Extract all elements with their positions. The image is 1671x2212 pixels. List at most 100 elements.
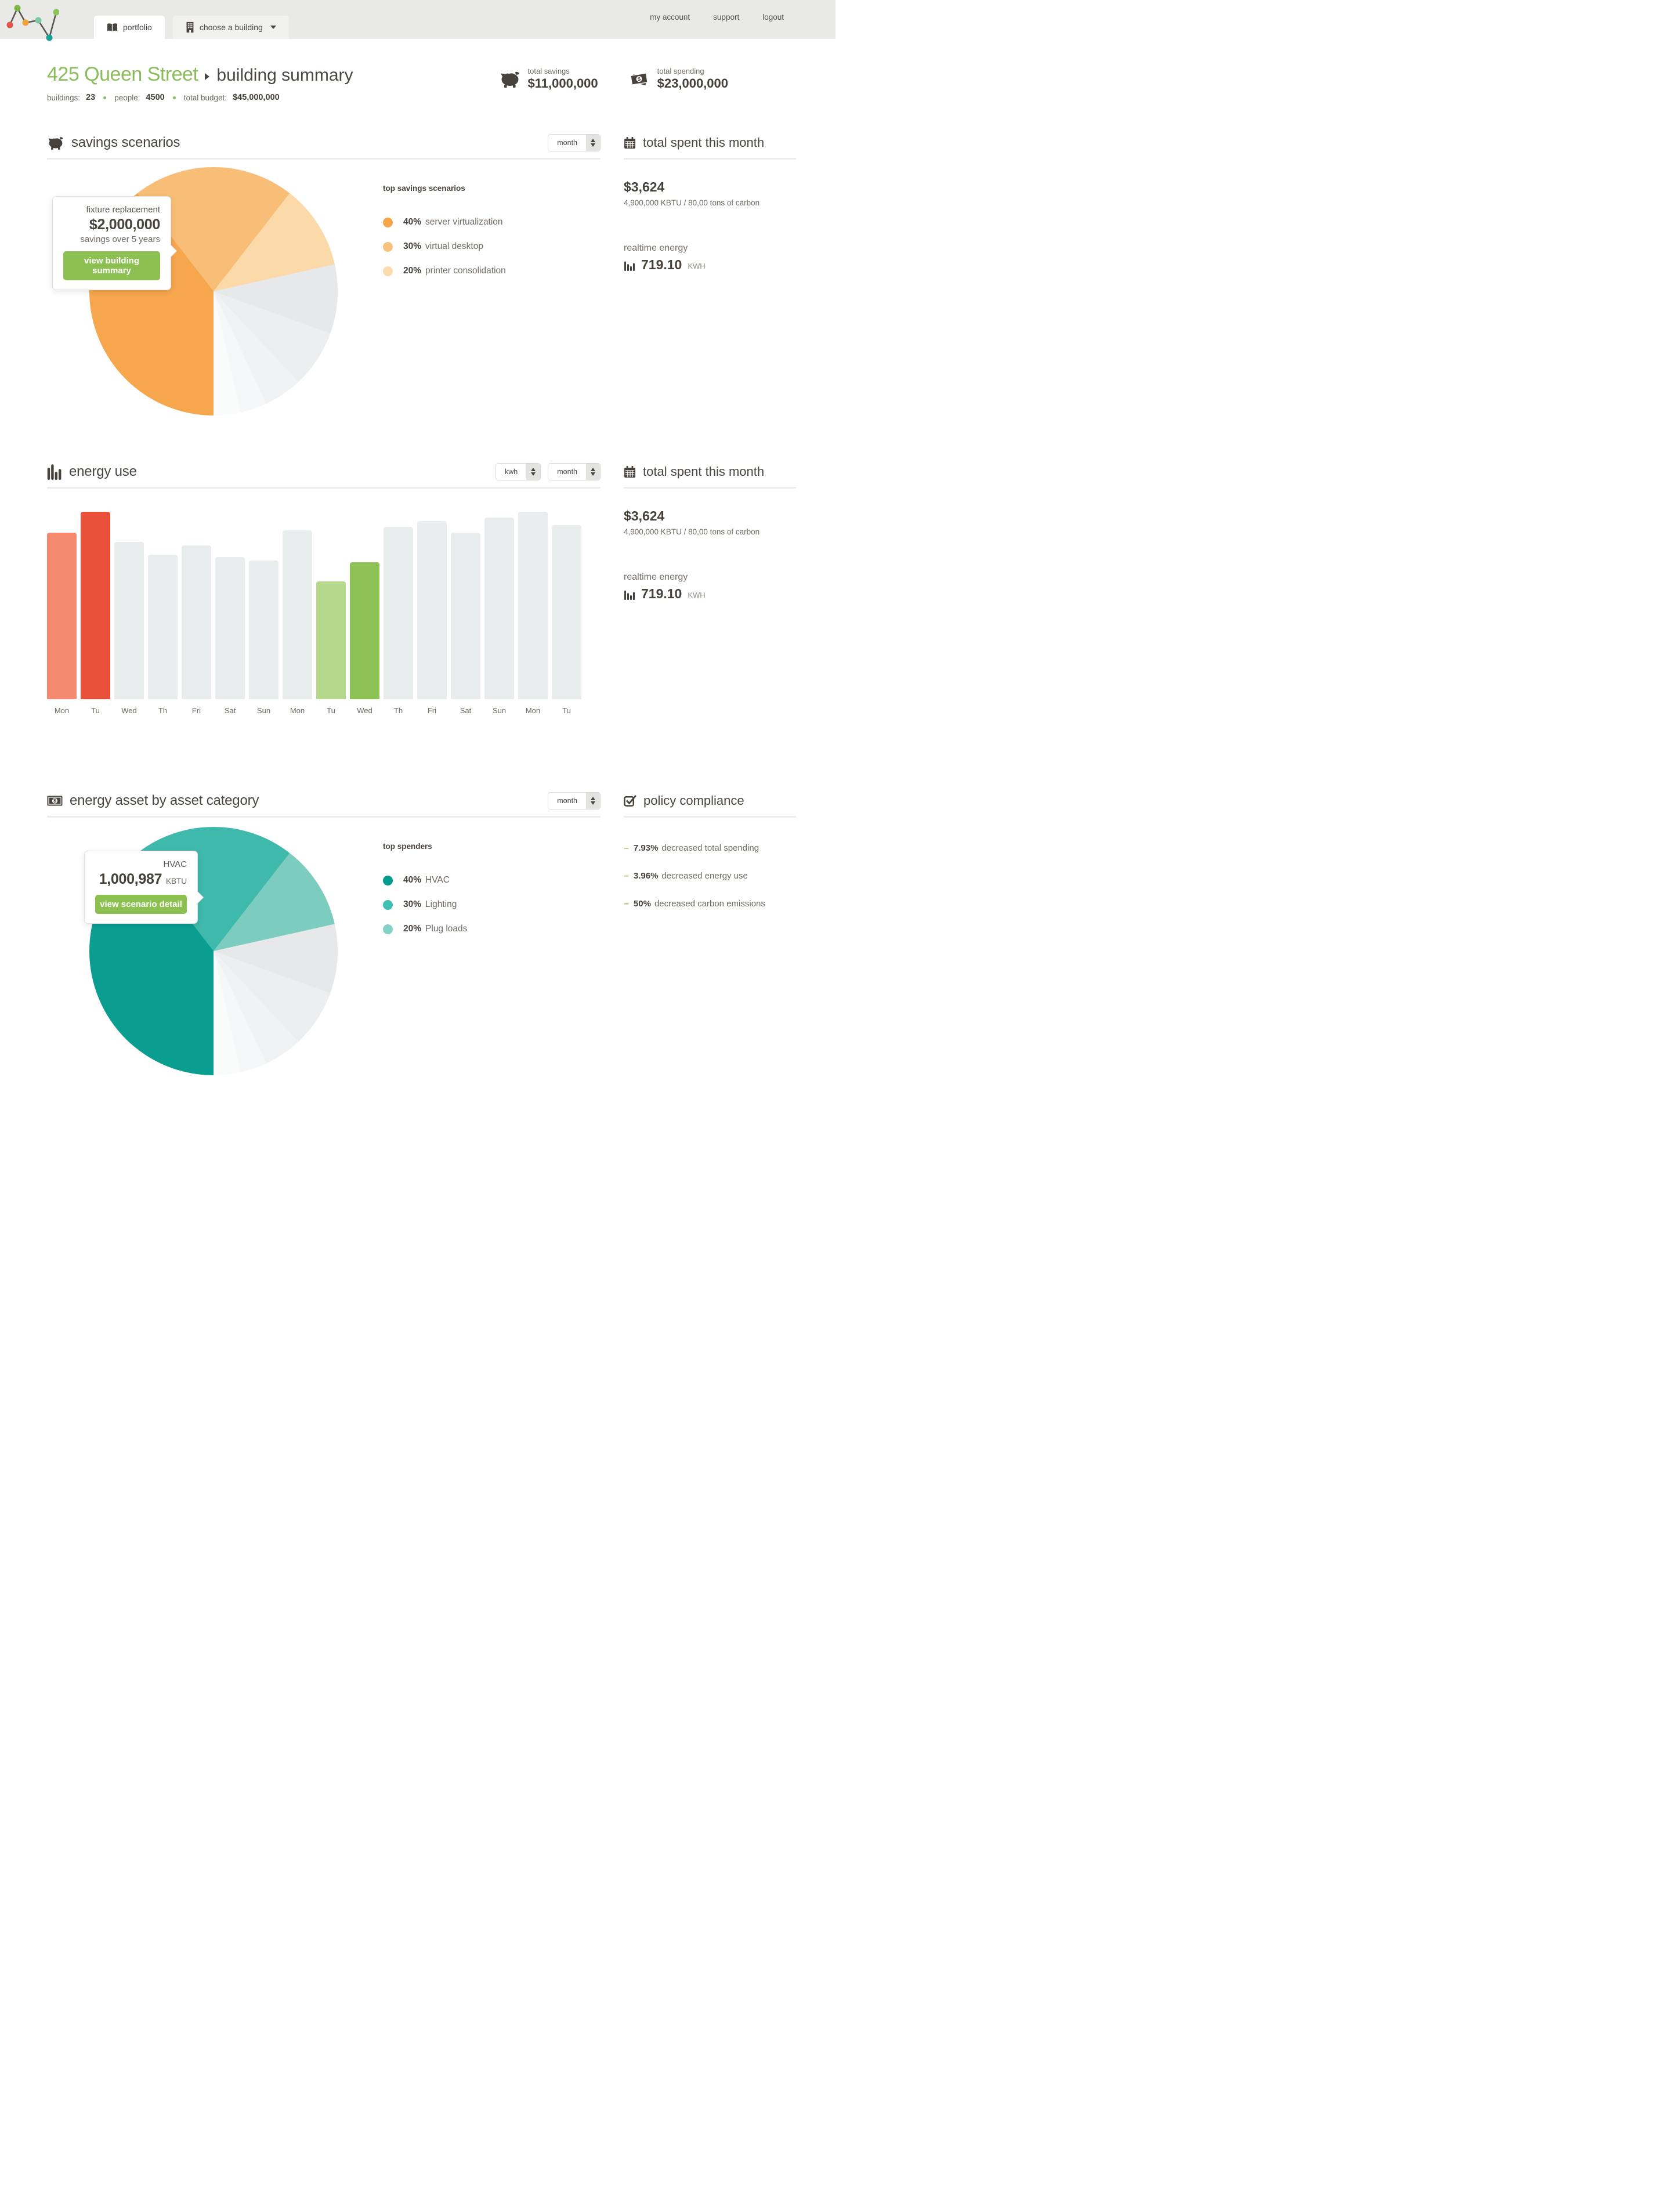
realtime-energy-unit: KWH bbox=[688, 591, 706, 599]
stat-value: $45,000,000 bbox=[233, 93, 280, 102]
spent-amount: $3,624 bbox=[624, 179, 665, 194]
legend-dot bbox=[383, 924, 393, 934]
nav-logout-link[interactable]: logout bbox=[762, 13, 784, 21]
bar-x-label: Sat bbox=[224, 706, 236, 715]
savings-section-title: savings scenarios bbox=[71, 135, 180, 150]
policy-label: decreased carbon emissions bbox=[654, 899, 765, 909]
bar-fri-4[interactable] bbox=[182, 545, 211, 699]
bar-tu-15[interactable] bbox=[552, 525, 581, 699]
bar-x-label: Th bbox=[158, 706, 168, 715]
energy-bar-chart: Mon Tu Wed Th Fri Sat Sun Mon Tu Wed Th Fri Sat Sun Mo… bbox=[47, 512, 601, 715]
total-spending-label: total spending bbox=[657, 67, 704, 75]
energy-period-select[interactable]: month bbox=[548, 463, 601, 480]
realtime-energy-label: realtime energy bbox=[624, 243, 688, 253]
legend-item: 40% HVAC bbox=[383, 868, 467, 892]
main-tabs: portfolio choose a building bbox=[94, 16, 289, 39]
tooltip-value-unit: KBTU bbox=[165, 876, 187, 885]
legend-dot bbox=[383, 899, 393, 910]
select-value: month bbox=[548, 135, 586, 151]
piggy-bank-icon bbox=[500, 71, 519, 88]
sidebar-title: total spent this month bbox=[643, 135, 765, 150]
stat-value: 4500 bbox=[146, 93, 165, 102]
building-stats: buildings: 23 people: 4500 total budget:… bbox=[47, 93, 796, 102]
savings-period-select[interactable]: month bbox=[548, 134, 601, 151]
energy-unit-select[interactable]: kwh bbox=[495, 463, 541, 480]
row-energy-use: energy use kwh month Mon Tu Wed Th Fri Sat Sun… bbox=[47, 461, 796, 715]
bar-mon-14[interactable] bbox=[518, 512, 548, 699]
view-scenario-detail-button[interactable]: view scenario detail bbox=[95, 895, 187, 914]
bar-sat-5[interactable] bbox=[215, 557, 245, 699]
divider bbox=[624, 158, 796, 160]
sidebar-policy-compliance: policy compliance – 7.93% decreased tota… bbox=[624, 790, 796, 1085]
savings-section-header: savings scenarios month bbox=[47, 132, 601, 153]
bar-mon-7[interactable] bbox=[283, 530, 312, 699]
bar-th-10[interactable] bbox=[384, 527, 413, 699]
tab-portfolio[interactable]: portfolio bbox=[94, 16, 165, 39]
legend-title: top savings scenarios bbox=[383, 184, 465, 193]
select-arrows-icon bbox=[586, 793, 600, 809]
legend-pct: 20% bbox=[403, 266, 422, 276]
bar-meter-icon bbox=[624, 590, 635, 600]
bar-wed-9[interactable] bbox=[350, 562, 379, 699]
bar-sun-13[interactable] bbox=[484, 518, 514, 699]
total-spending: $ total spending $23,000,000 bbox=[628, 67, 728, 91]
money-bills-icon: $ bbox=[630, 73, 648, 86]
legend-dot bbox=[383, 241, 393, 252]
bar-sat-12[interactable] bbox=[451, 533, 480, 699]
total-savings-value: $11,000,000 bbox=[527, 76, 598, 91]
policy-label: decreased total spending bbox=[661, 843, 759, 853]
bar-chart-x-labels: Mon Tu Wed Th Fri Sat Sun Mon Tu Wed Th Fri Sat Sun Mo… bbox=[47, 706, 601, 715]
stat-label: total budget: bbox=[183, 93, 227, 102]
bar-fri-11[interactable] bbox=[417, 521, 447, 699]
top-bar: portfolio choose a building my account s… bbox=[0, 0, 836, 41]
bar-tu-1[interactable] bbox=[81, 512, 110, 699]
minus-bullet-icon: – bbox=[624, 899, 629, 909]
bar-x-label: Sun bbox=[492, 706, 507, 715]
legend-item: 40% server virtualization bbox=[383, 210, 506, 234]
view-building-summary-button[interactable]: view building summary bbox=[63, 251, 160, 280]
dot-separator bbox=[103, 96, 107, 99]
bar-mon-0[interactable] bbox=[47, 533, 77, 699]
bar-x-label: Fri bbox=[191, 706, 201, 715]
header-totals: total savings $11,000,000 $ total spendi… bbox=[499, 67, 728, 91]
tooltip-value: 1,000,987 KBTU bbox=[95, 871, 187, 888]
piggy-bank-icon bbox=[48, 137, 63, 150]
legend-pct: 20% bbox=[403, 924, 422, 934]
tab-choose-building[interactable]: choose a building bbox=[172, 16, 289, 39]
bar-x-label: Th bbox=[393, 706, 403, 715]
nav-my-account-link[interactable]: my account bbox=[650, 13, 690, 21]
stat-label: buildings: bbox=[47, 93, 81, 102]
calendar-icon bbox=[624, 136, 635, 149]
divider bbox=[624, 816, 796, 818]
bar-x-label: Tu bbox=[91, 706, 100, 715]
svg-text:$: $ bbox=[637, 76, 641, 82]
sidebar-total-spent-2: total spent this month $3,624 4,900,000 … bbox=[624, 461, 796, 715]
tooltip-note: savings over 5 years bbox=[80, 234, 160, 244]
divider bbox=[47, 487, 601, 489]
bar-tu-8[interactable] bbox=[316, 581, 346, 699]
bar-meter-icon bbox=[624, 261, 635, 271]
spent-amount: $3,624 bbox=[624, 508, 665, 523]
row-savings: savings scenarios month fixture replacem… bbox=[47, 132, 796, 427]
nav-support-link[interactable]: support bbox=[713, 13, 740, 21]
bar-sun-6[interactable] bbox=[249, 561, 278, 699]
realtime-energy-unit: KWH bbox=[688, 262, 706, 270]
select-arrows-icon bbox=[526, 464, 541, 480]
bar-x-label: Tu bbox=[327, 706, 335, 715]
realtime-energy-value: 719.10 bbox=[641, 257, 682, 272]
policy-item: – 7.93% decreased total spending bbox=[624, 843, 796, 854]
tooltip-value-number: 1,000,987 bbox=[99, 871, 162, 887]
divider bbox=[624, 487, 796, 489]
bar-x-label: Mon bbox=[54, 706, 70, 715]
bar-th-3[interactable] bbox=[148, 555, 178, 699]
bar-x-label: Wed bbox=[121, 706, 137, 715]
bar-x-label: Tu bbox=[562, 706, 571, 715]
legend-dot bbox=[383, 217, 393, 227]
bar-wed-2[interactable] bbox=[114, 542, 144, 699]
select-value: month bbox=[548, 464, 586, 480]
asset-period-select[interactable]: month bbox=[548, 792, 601, 809]
bar-x-label: Wed bbox=[357, 706, 372, 715]
realtime-energy-value: 719.10 bbox=[641, 586, 682, 601]
policy-list: – 7.93% decreased total spending – 3.96%… bbox=[624, 843, 796, 909]
policy-pct: 7.93% bbox=[633, 843, 659, 853]
